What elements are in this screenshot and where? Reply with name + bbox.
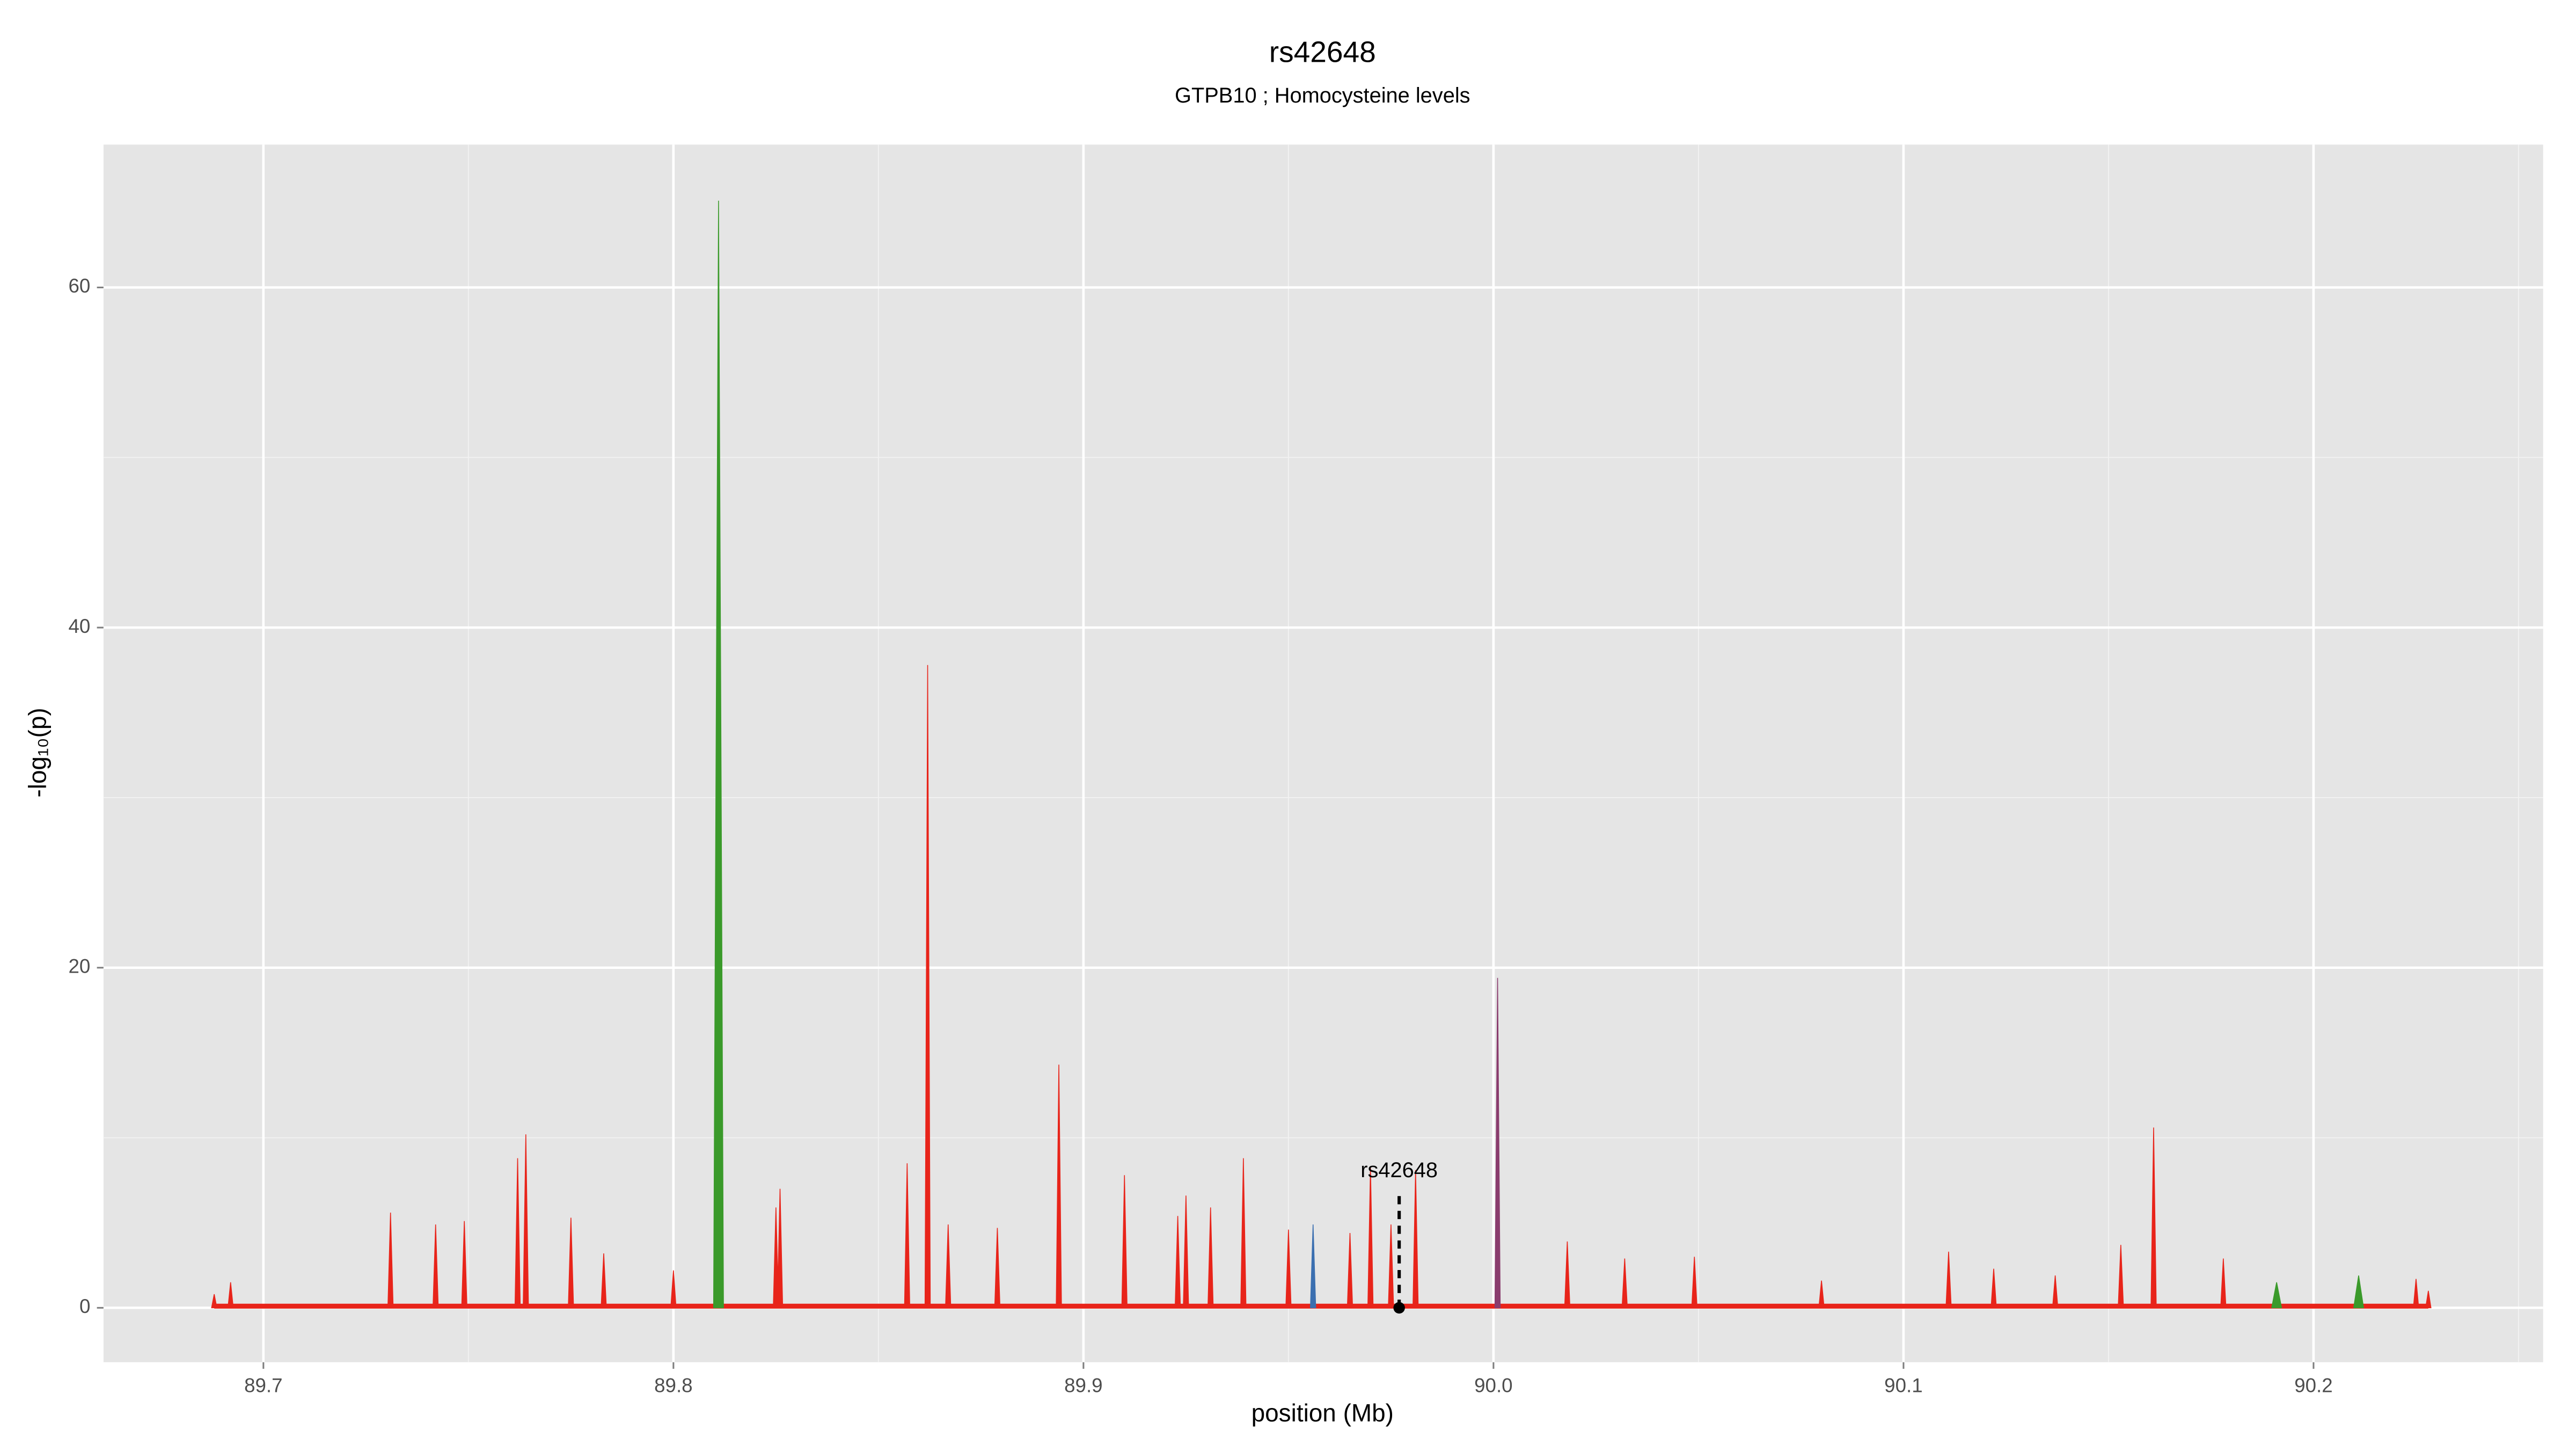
plot-panel [103, 144, 2543, 1362]
y-tick-label: 0 [79, 1295, 90, 1317]
grid [103, 144, 2543, 1362]
y-tick-label: 60 [69, 275, 91, 297]
x-tick-label: 89.8 [654, 1374, 692, 1396]
x-tick-label: 90.1 [1884, 1374, 1922, 1396]
spike-series [1494, 977, 1501, 1309]
chart-title: rs42648 [1269, 35, 1376, 69]
x-tick-label: 89.9 [1064, 1374, 1102, 1396]
marks: rs42648 [211, 200, 2432, 1314]
x-tick-label: 89.7 [244, 1374, 282, 1396]
chart-subtitle: GTPB10 ; Homocysteine levels [1175, 84, 1470, 107]
x-tick-label: 90.0 [1474, 1374, 1512, 1396]
y-tick-label: 20 [69, 955, 91, 977]
y-tick-label: 40 [69, 615, 91, 637]
y-axis-label: -log₁₀(p) [24, 707, 52, 797]
x-axis-label: position (Mb) [1252, 1399, 1394, 1427]
x-tick-label: 90.2 [2294, 1374, 2332, 1396]
spike-series [211, 665, 2432, 1309]
spike-series [1310, 1224, 1316, 1309]
spike-series [713, 200, 2365, 1309]
annotation-label: rs42648 [1360, 1158, 1438, 1182]
annotation-point [1393, 1302, 1405, 1314]
